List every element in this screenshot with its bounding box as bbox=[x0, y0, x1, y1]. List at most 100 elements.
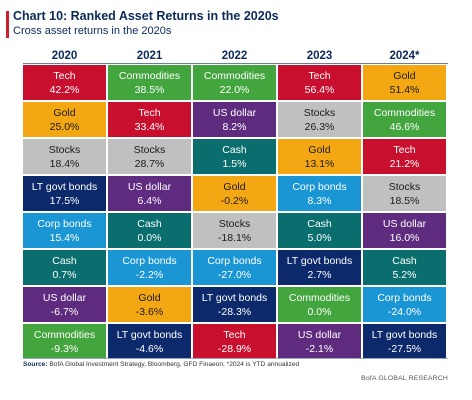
return-cell: Stocks 18.5% bbox=[363, 176, 446, 211]
cell-background bbox=[108, 139, 191, 174]
cell-background bbox=[23, 287, 106, 322]
return-value: 0.0% bbox=[138, 232, 162, 244]
chart-subtitle: Cross asset returns in the 2020s bbox=[13, 25, 172, 37]
cell-background bbox=[363, 139, 446, 174]
return-cell: Cash 0.0% bbox=[108, 213, 191, 248]
source-label: Source: bbox=[23, 361, 48, 368]
return-value: 56.4% bbox=[305, 84, 335, 96]
return-cell: Commodities 0.0% bbox=[278, 287, 361, 322]
return-value: 28.7% bbox=[135, 158, 165, 170]
chart-title: Chart 10: Ranked Asset Returns in the 20… bbox=[13, 9, 279, 23]
column-header: 2021 bbox=[137, 50, 163, 62]
return-value: -3.6% bbox=[136, 306, 163, 318]
asset-name: Commodities bbox=[374, 107, 435, 119]
asset-name: Cash bbox=[52, 255, 77, 267]
return-cell: US dollar 16.0% bbox=[363, 213, 446, 248]
cell-background bbox=[108, 176, 191, 211]
return-value: 1.5% bbox=[223, 158, 247, 170]
return-value: 16.0% bbox=[390, 232, 420, 244]
return-cell: US dollar -6.7% bbox=[23, 287, 106, 322]
cell-background bbox=[193, 213, 276, 248]
asset-name: Stocks bbox=[134, 144, 166, 156]
asset-name: Gold bbox=[308, 144, 330, 156]
return-cell: Stocks 28.7% bbox=[108, 139, 191, 174]
cell-background bbox=[193, 139, 276, 174]
header-divider bbox=[23, 63, 448, 64]
cell-background bbox=[363, 213, 446, 248]
return-value: 42.2% bbox=[50, 84, 80, 96]
cell-background bbox=[193, 324, 276, 359]
asset-name: Gold bbox=[393, 70, 415, 82]
asset-name: Commodities bbox=[204, 70, 265, 82]
cell-background bbox=[23, 102, 106, 137]
asset-name: Cash bbox=[307, 218, 332, 230]
asset-name: Corp bonds bbox=[207, 255, 261, 267]
cell-background bbox=[363, 250, 446, 285]
asset-name: Corp bonds bbox=[122, 255, 176, 267]
asset-name: Tech bbox=[393, 144, 415, 156]
return-cell: Commodities 46.6% bbox=[363, 102, 446, 137]
cell-background bbox=[278, 102, 361, 137]
return-value: -2.2% bbox=[136, 269, 163, 281]
asset-name: Cash bbox=[392, 255, 417, 267]
cell-background bbox=[278, 324, 361, 359]
asset-name: Gold bbox=[138, 292, 160, 304]
return-value: 21.2% bbox=[390, 158, 420, 170]
return-value: -0.2% bbox=[221, 195, 248, 207]
return-value: 5.2% bbox=[393, 269, 417, 281]
return-value: 18.4% bbox=[50, 158, 80, 170]
asset-name: US dollar bbox=[128, 181, 172, 193]
return-value: 46.6% bbox=[390, 121, 420, 133]
cell-background bbox=[363, 102, 446, 137]
cell-background bbox=[363, 176, 446, 211]
cell-background bbox=[23, 176, 106, 211]
asset-name: Gold bbox=[223, 181, 245, 193]
return-value: 8.3% bbox=[308, 195, 332, 207]
cell-background bbox=[278, 176, 361, 211]
return-cell: Corp bonds 8.3% bbox=[278, 176, 361, 211]
asset-name: Tech bbox=[223, 329, 245, 341]
column-header: 2022 bbox=[222, 50, 248, 62]
return-value: 0.0% bbox=[308, 306, 332, 318]
return-cell: Tech 33.4% bbox=[108, 102, 191, 137]
cell-background bbox=[363, 287, 446, 322]
cell-background bbox=[193, 287, 276, 322]
return-cell: US dollar 8.2% bbox=[193, 102, 276, 137]
return-cell: Corp bonds -27.0% bbox=[193, 250, 276, 285]
asset-name: LT govt bonds bbox=[372, 329, 438, 341]
cell-background bbox=[193, 102, 276, 137]
column-header: 2023 bbox=[307, 50, 333, 62]
return-cell: Stocks 26.3% bbox=[278, 102, 361, 137]
asset-name: Cash bbox=[222, 144, 247, 156]
return-value: -24.0% bbox=[388, 306, 421, 318]
return-cell: Commodities -9.3% bbox=[23, 324, 106, 359]
return-value: -18.1% bbox=[218, 232, 251, 244]
column-header: 2020 bbox=[52, 50, 78, 62]
return-value: -28.9% bbox=[218, 343, 251, 355]
cell-background bbox=[193, 65, 276, 100]
asset-name: Cash bbox=[137, 218, 162, 230]
asset-name: Tech bbox=[138, 107, 160, 119]
asset-name: LT govt bonds bbox=[32, 181, 98, 193]
return-value: 0.7% bbox=[53, 269, 77, 281]
cell-background bbox=[363, 324, 446, 359]
return-cell: Gold -3.6% bbox=[108, 287, 191, 322]
asset-name: Commodities bbox=[119, 70, 180, 82]
cell-background bbox=[278, 213, 361, 248]
title-accent-bar bbox=[6, 11, 9, 38]
return-value: 17.5% bbox=[50, 195, 80, 207]
asset-name: US dollar bbox=[298, 329, 342, 341]
footer-divider bbox=[23, 358, 448, 359]
return-cell: US dollar 6.4% bbox=[108, 176, 191, 211]
return-cell: Corp bonds 15.4% bbox=[23, 213, 106, 248]
cell-background bbox=[108, 250, 191, 285]
cell-background bbox=[108, 324, 191, 359]
cell-background bbox=[193, 176, 276, 211]
return-value: -2.1% bbox=[306, 343, 333, 355]
return-value: 38.5% bbox=[135, 84, 165, 96]
return-value: 51.4% bbox=[390, 84, 420, 96]
return-cell: US dollar -2.1% bbox=[278, 324, 361, 359]
return-value: 8.2% bbox=[223, 121, 247, 133]
return-value: 6.4% bbox=[138, 195, 162, 207]
